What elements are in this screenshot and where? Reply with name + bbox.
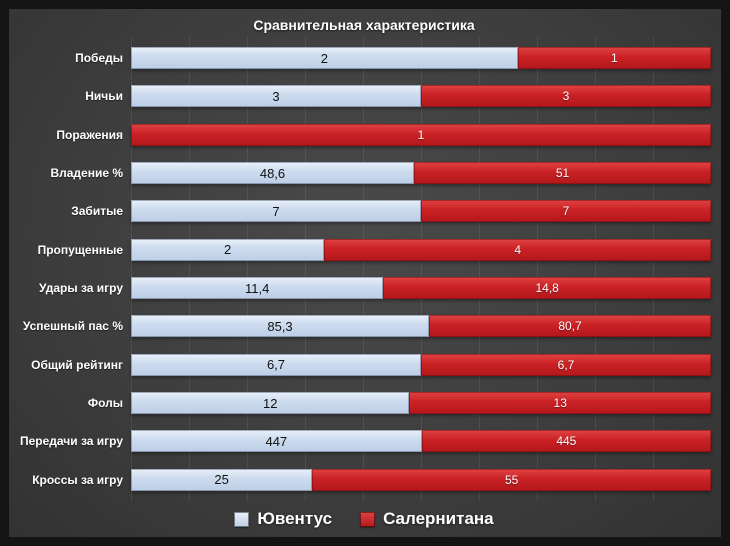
category-label: Забитые [71,204,123,219]
value-label: 80,7 [558,319,582,334]
bar-track: 12 13 [131,392,711,415]
bar-segment-juventus: 7 [131,200,421,223]
bar-segment-juventus: 48,6 [131,162,415,185]
chart-title: Сравнительная характеристика [253,17,475,33]
chart-row: Общий рейтинг 6,7 6,7 [13,347,715,383]
chart-row: Удары за игру 11,4 14,8 [13,270,715,306]
category-label: Фолы [87,396,123,411]
category-label: Ничьи [85,89,123,104]
bar-segment-juventus: 3 [131,85,421,108]
category-label: Кроссы за игру [32,472,123,487]
legend: Ювентус Салернитана [13,501,715,535]
bar-segment-juventus: 25 [131,468,313,491]
value-label: 12 [262,395,278,411]
chart-row: Ничьи 3 3 [13,78,715,114]
legend-item-salernitana: Салернитана [360,509,494,529]
chart-row: Передачи за игру 447 445 [13,423,715,459]
value-label: 55 [504,472,519,487]
category-label: Победы [75,51,123,66]
plot-area: Победы 2 1 Ничьи 3 3 Поражения 1 Владение % 48,6 5… [13,37,715,501]
chart-row: Пропущенные 2 4 [13,232,715,268]
bar-segment-juventus: 85,3 [131,315,430,338]
category-label: Поражения [56,127,123,142]
chart-row: Владение % 48,6 51 [13,155,715,191]
category-label: Передачи за игру [19,434,123,449]
value-label: 6,7 [266,357,286,373]
bar-segment-salernitana: 51 [414,162,711,185]
value-label: 7 [562,204,570,219]
bar-track: 48,6 51 [131,162,711,185]
category-label: Владение % [50,166,123,181]
chart-row: Поражения 1 [13,117,715,153]
legend-swatch-juventus [234,511,250,527]
chart-row: Победы 2 1 [13,40,715,76]
value-label: 1 [610,51,618,66]
value-label: 445 [556,434,577,449]
bar-segment-juventus: 11,4 [131,277,384,300]
legend-item-juventus: Ювентус [234,509,332,529]
legend-swatch-salernitana [360,511,376,527]
value-label: 2 [224,242,232,258]
bar-segment-salernitana: 4 [324,238,711,261]
value-label: 3 [272,88,280,104]
chart-row: Фолы 12 13 [13,385,715,421]
bar-segment-juventus: 2 [131,47,518,70]
bar-segment-salernitana: 80,7 [429,315,711,338]
chart-row: Успешный пас % 85,3 80,7 [13,308,715,344]
bar-segment-salernitana: 14,8 [383,277,711,300]
legend-label-juventus: Ювентус [257,509,333,528]
chart-row: Кроссы за игру 25 55 [13,462,715,498]
bar-segment-salernitana: 3 [421,85,711,108]
bar-segment-salernitana: 7 [421,200,711,223]
value-label: 11,4 [245,280,270,296]
bar-track: 25 55 [131,468,711,491]
value-label: 1 [417,127,425,142]
bar-segment-juventus: 447 [131,430,422,453]
value-label: 2 [320,50,328,66]
bar-track: 11,4 14,8 [131,277,711,300]
bar-segment-juventus: 2 [131,238,325,261]
legend-label-salernitana: Салернитана [383,509,494,528]
category-label: Успешный пас % [22,319,123,334]
category-label: Удары за игру [39,281,123,296]
value-label: 48,6 [259,165,286,181]
value-label: 4 [514,242,521,257]
bar-segment-salernitana: 6,7 [421,353,711,376]
value-label: 6,7 [557,357,575,372]
value-label: 51 [555,166,570,181]
bar-segment-juventus: 6,7 [131,353,421,376]
value-label: 14,8 [535,281,559,296]
value-label: 3 [562,89,570,104]
category-label: Общий рейтинг [31,357,123,372]
category-label: Пропущенные [37,242,123,257]
bar-segment-salernitana: 13 [409,392,711,415]
bar-segment-salernitana: 1 [517,47,711,70]
value-label: 85,3 [267,318,293,334]
bar-track: 1 [131,123,711,146]
value-label: 25 [214,472,229,488]
bar-segment-salernitana: 445 [421,430,711,453]
chart-row: Забитые 7 7 [13,193,715,229]
bar-segment-salernitana: 1 [131,123,711,146]
value-label: 13 [553,396,567,411]
value-label: 447 [265,433,288,449]
bar-segment-salernitana: 55 [312,468,711,491]
bar-track: 85,3 80,7 [131,315,711,338]
bar-segment-juventus: 12 [131,392,410,415]
value-label: 7 [272,203,280,219]
bar-track: 447 445 [131,430,711,453]
bar-track: 6,7 6,7 [131,353,711,376]
